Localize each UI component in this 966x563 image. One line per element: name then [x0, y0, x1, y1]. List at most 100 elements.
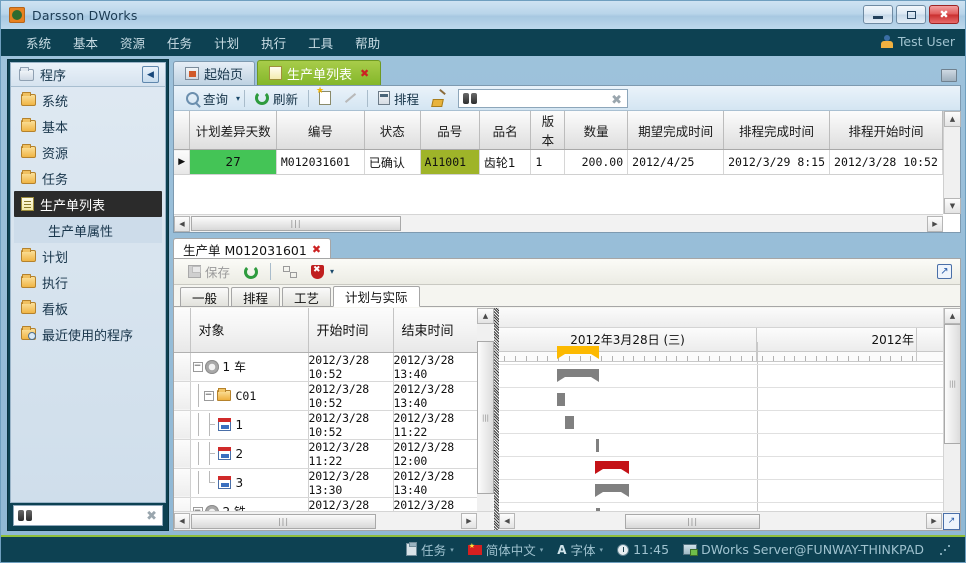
- column-header-quantity[interactable]: 数量: [564, 111, 629, 150]
- gantt-task-bar[interactable]: [596, 439, 599, 452]
- scroll-right-button[interactable]: ▶: [926, 513, 942, 529]
- gantt-summary-bar[interactable]: [557, 369, 599, 382]
- toolbar-search-input[interactable]: ✖: [458, 88, 629, 108]
- sidebar-item-production-order-attrs[interactable]: 生产单属性: [14, 217, 162, 243]
- sidebar-item-basic[interactable]: 基本: [11, 113, 165, 139]
- column-header-sched-end[interactable]: 排程完成时间: [723, 111, 831, 150]
- maximize-button[interactable]: [896, 5, 926, 24]
- status-language[interactable]: 简体中文 ▾: [463, 540, 549, 559]
- column-header-status[interactable]: 状态: [364, 111, 421, 150]
- column-header-sched-start[interactable]: 排程开始时间: [829, 111, 943, 150]
- schedule-button[interactable]: 排程: [372, 87, 425, 110]
- scroll-up-button[interactable]: ▲: [944, 111, 961, 127]
- column-header-part-name[interactable]: 品名: [479, 111, 532, 150]
- gantt-summary-bar[interactable]: [595, 484, 629, 497]
- shield-button[interactable]: ▾: [305, 263, 340, 281]
- menu-item-resource[interactable]: 资源: [120, 36, 146, 51]
- close-button[interactable]: ✖: [929, 5, 959, 24]
- sidebar-item-plan[interactable]: 计划: [11, 243, 165, 269]
- current-user[interactable]: Test User: [880, 34, 955, 49]
- column-header-part-no[interactable]: 品号: [420, 111, 480, 150]
- gantt-task-bar[interactable]: [565, 416, 574, 429]
- sidebar-item-execute[interactable]: 执行: [11, 269, 165, 295]
- scroll-right-button[interactable]: ▶: [927, 215, 943, 232]
- status-font[interactable]: A 字体 ▾: [552, 540, 608, 559]
- shield-caret-icon[interactable]: ▾: [330, 267, 335, 276]
- resize-grip-icon[interactable]: [939, 543, 951, 556]
- popout-icon[interactable]: ↗: [937, 264, 952, 279]
- tree-node[interactable]: 1: [191, 413, 308, 436]
- chevron-down-icon[interactable]: ▾: [599, 545, 604, 554]
- chevron-down-icon[interactable]: ▾: [450, 545, 454, 554]
- gantt-summary-bar[interactable]: [557, 346, 599, 359]
- column-header-version[interactable]: 版本: [530, 111, 566, 150]
- scroll-right-button[interactable]: ▶: [461, 513, 477, 529]
- sidebar-item-kanban[interactable]: 看板: [11, 295, 165, 321]
- tab-general[interactable]: 一般: [180, 287, 230, 306]
- detail-tab-close-icon[interactable]: ✖: [311, 242, 322, 256]
- sidebar-item-system[interactable]: 系统: [11, 87, 165, 113]
- refresh-button[interactable]: 刷新: [249, 87, 304, 110]
- new-button[interactable]: [313, 86, 337, 107]
- gantt-tree-row[interactable]: 3 2012/3/28 13:30 2012/3/28 13:40: [174, 468, 477, 498]
- order-grid-vertical-scrollbar[interactable]: ▲ ▼: [943, 111, 961, 214]
- tree-node[interactable]: 2: [191, 442, 308, 465]
- vscroll-thumb[interactable]: |||: [477, 341, 494, 494]
- edit-button[interactable]: [337, 90, 363, 107]
- menu-item-task[interactable]: 任务: [167, 36, 193, 51]
- tree-expander[interactable]: −: [203, 390, 214, 401]
- scroll-up-button[interactable]: ▲: [944, 308, 960, 324]
- gantt-tree-row[interactable]: − 1 车 2012/3/28 10:52 2012/3/28 13:40: [174, 352, 477, 382]
- table-row[interactable]: ▶ 27 M012031601 已确认 A11001 齿轮1 1 200.00 …: [174, 149, 943, 175]
- tab-order-detail[interactable]: 生产单 M012031601 ✖: [173, 238, 332, 259]
- tab-plan-vs-actual[interactable]: 计划与实际: [333, 286, 420, 307]
- query-button[interactable]: 查询: [180, 87, 234, 110]
- structure-button[interactable]: [277, 264, 303, 280]
- gantt-column-start[interactable]: 开始时间: [308, 308, 394, 353]
- hscroll-thumb[interactable]: |||: [191, 216, 401, 231]
- sidebar-item-resource[interactable]: 资源: [11, 139, 165, 165]
- tab-schedule[interactable]: 排程: [231, 287, 281, 306]
- tree-node[interactable]: − 1 车: [191, 355, 308, 378]
- column-header-diff-days[interactable]: 计划差异天数: [189, 111, 277, 150]
- scroll-left-button[interactable]: ◀: [174, 513, 190, 529]
- tabstrip-overflow-icon[interactable]: [941, 69, 957, 82]
- gantt-tree-row[interactable]: 1 2012/3/28 10:52 2012/3/28 11:22: [174, 410, 477, 440]
- tree-hscrollbar[interactable]: ◀ ||| ▶: [174, 511, 494, 530]
- gantt-task-bar[interactable]: [557, 393, 565, 406]
- clean-button[interactable]: [425, 89, 452, 107]
- tree-node[interactable]: − C01: [191, 384, 308, 407]
- status-task[interactable]: 任务 ▾: [401, 540, 459, 559]
- sidebar-item-recent-programs[interactable]: 最近使用的程序: [11, 321, 165, 347]
- scroll-left-button[interactable]: ◀: [174, 215, 190, 232]
- sidebar-item-task[interactable]: 任务: [11, 165, 165, 191]
- scroll-down-button[interactable]: ▼: [944, 198, 961, 214]
- minimize-button[interactable]: [863, 5, 893, 24]
- clear-icon[interactable]: ✖: [611, 92, 623, 108]
- order-grid-horizontal-scrollbar[interactable]: ◀ ||| ▶: [174, 214, 943, 232]
- gantt-tree-row[interactable]: 2 2012/3/28 11:22 2012/3/28 12:00: [174, 439, 477, 469]
- gantt-chart-vertical-scrollbar[interactable]: ▲ ||| ▼: [943, 308, 960, 530]
- sidebar-collapse-button[interactable]: ◀: [142, 66, 159, 83]
- gantt-column-end[interactable]: 结束时间: [393, 308, 477, 353]
- menu-item-plan[interactable]: 计划: [214, 36, 240, 51]
- query-dropdown-caret-icon[interactable]: ▾: [236, 93, 241, 103]
- column-header-due-date[interactable]: 期望完成时间: [627, 111, 725, 150]
- tab-close-icon[interactable]: ✖: [360, 66, 370, 80]
- vscroll-thumb[interactable]: |||: [944, 324, 960, 444]
- menu-item-help[interactable]: 帮助: [355, 36, 381, 51]
- gantt-tree-vertical-scrollbar[interactable]: ▲ ||| ▼: [477, 308, 494, 530]
- tree-node[interactable]: 3: [191, 471, 308, 494]
- menu-item-tools[interactable]: 工具: [308, 36, 334, 51]
- menu-item-basic[interactable]: 基本: [73, 36, 99, 51]
- sidebar-item-production-order-list[interactable]: 生产单列表: [14, 191, 162, 217]
- gantt-splitter-bottom[interactable]: [494, 511, 499, 530]
- gantt-column-object[interactable]: 对象: [190, 308, 309, 353]
- scroll-left-button[interactable]: ◀: [499, 513, 515, 529]
- save-button[interactable]: 保存: [182, 260, 236, 283]
- gantt-summary-bar[interactable]: [595, 461, 629, 474]
- chevron-down-icon[interactable]: ▾: [539, 545, 544, 554]
- tab-process[interactable]: 工艺: [282, 287, 332, 306]
- menu-item-execute[interactable]: 执行: [261, 36, 287, 51]
- column-header-order-no[interactable]: 编号: [276, 111, 365, 150]
